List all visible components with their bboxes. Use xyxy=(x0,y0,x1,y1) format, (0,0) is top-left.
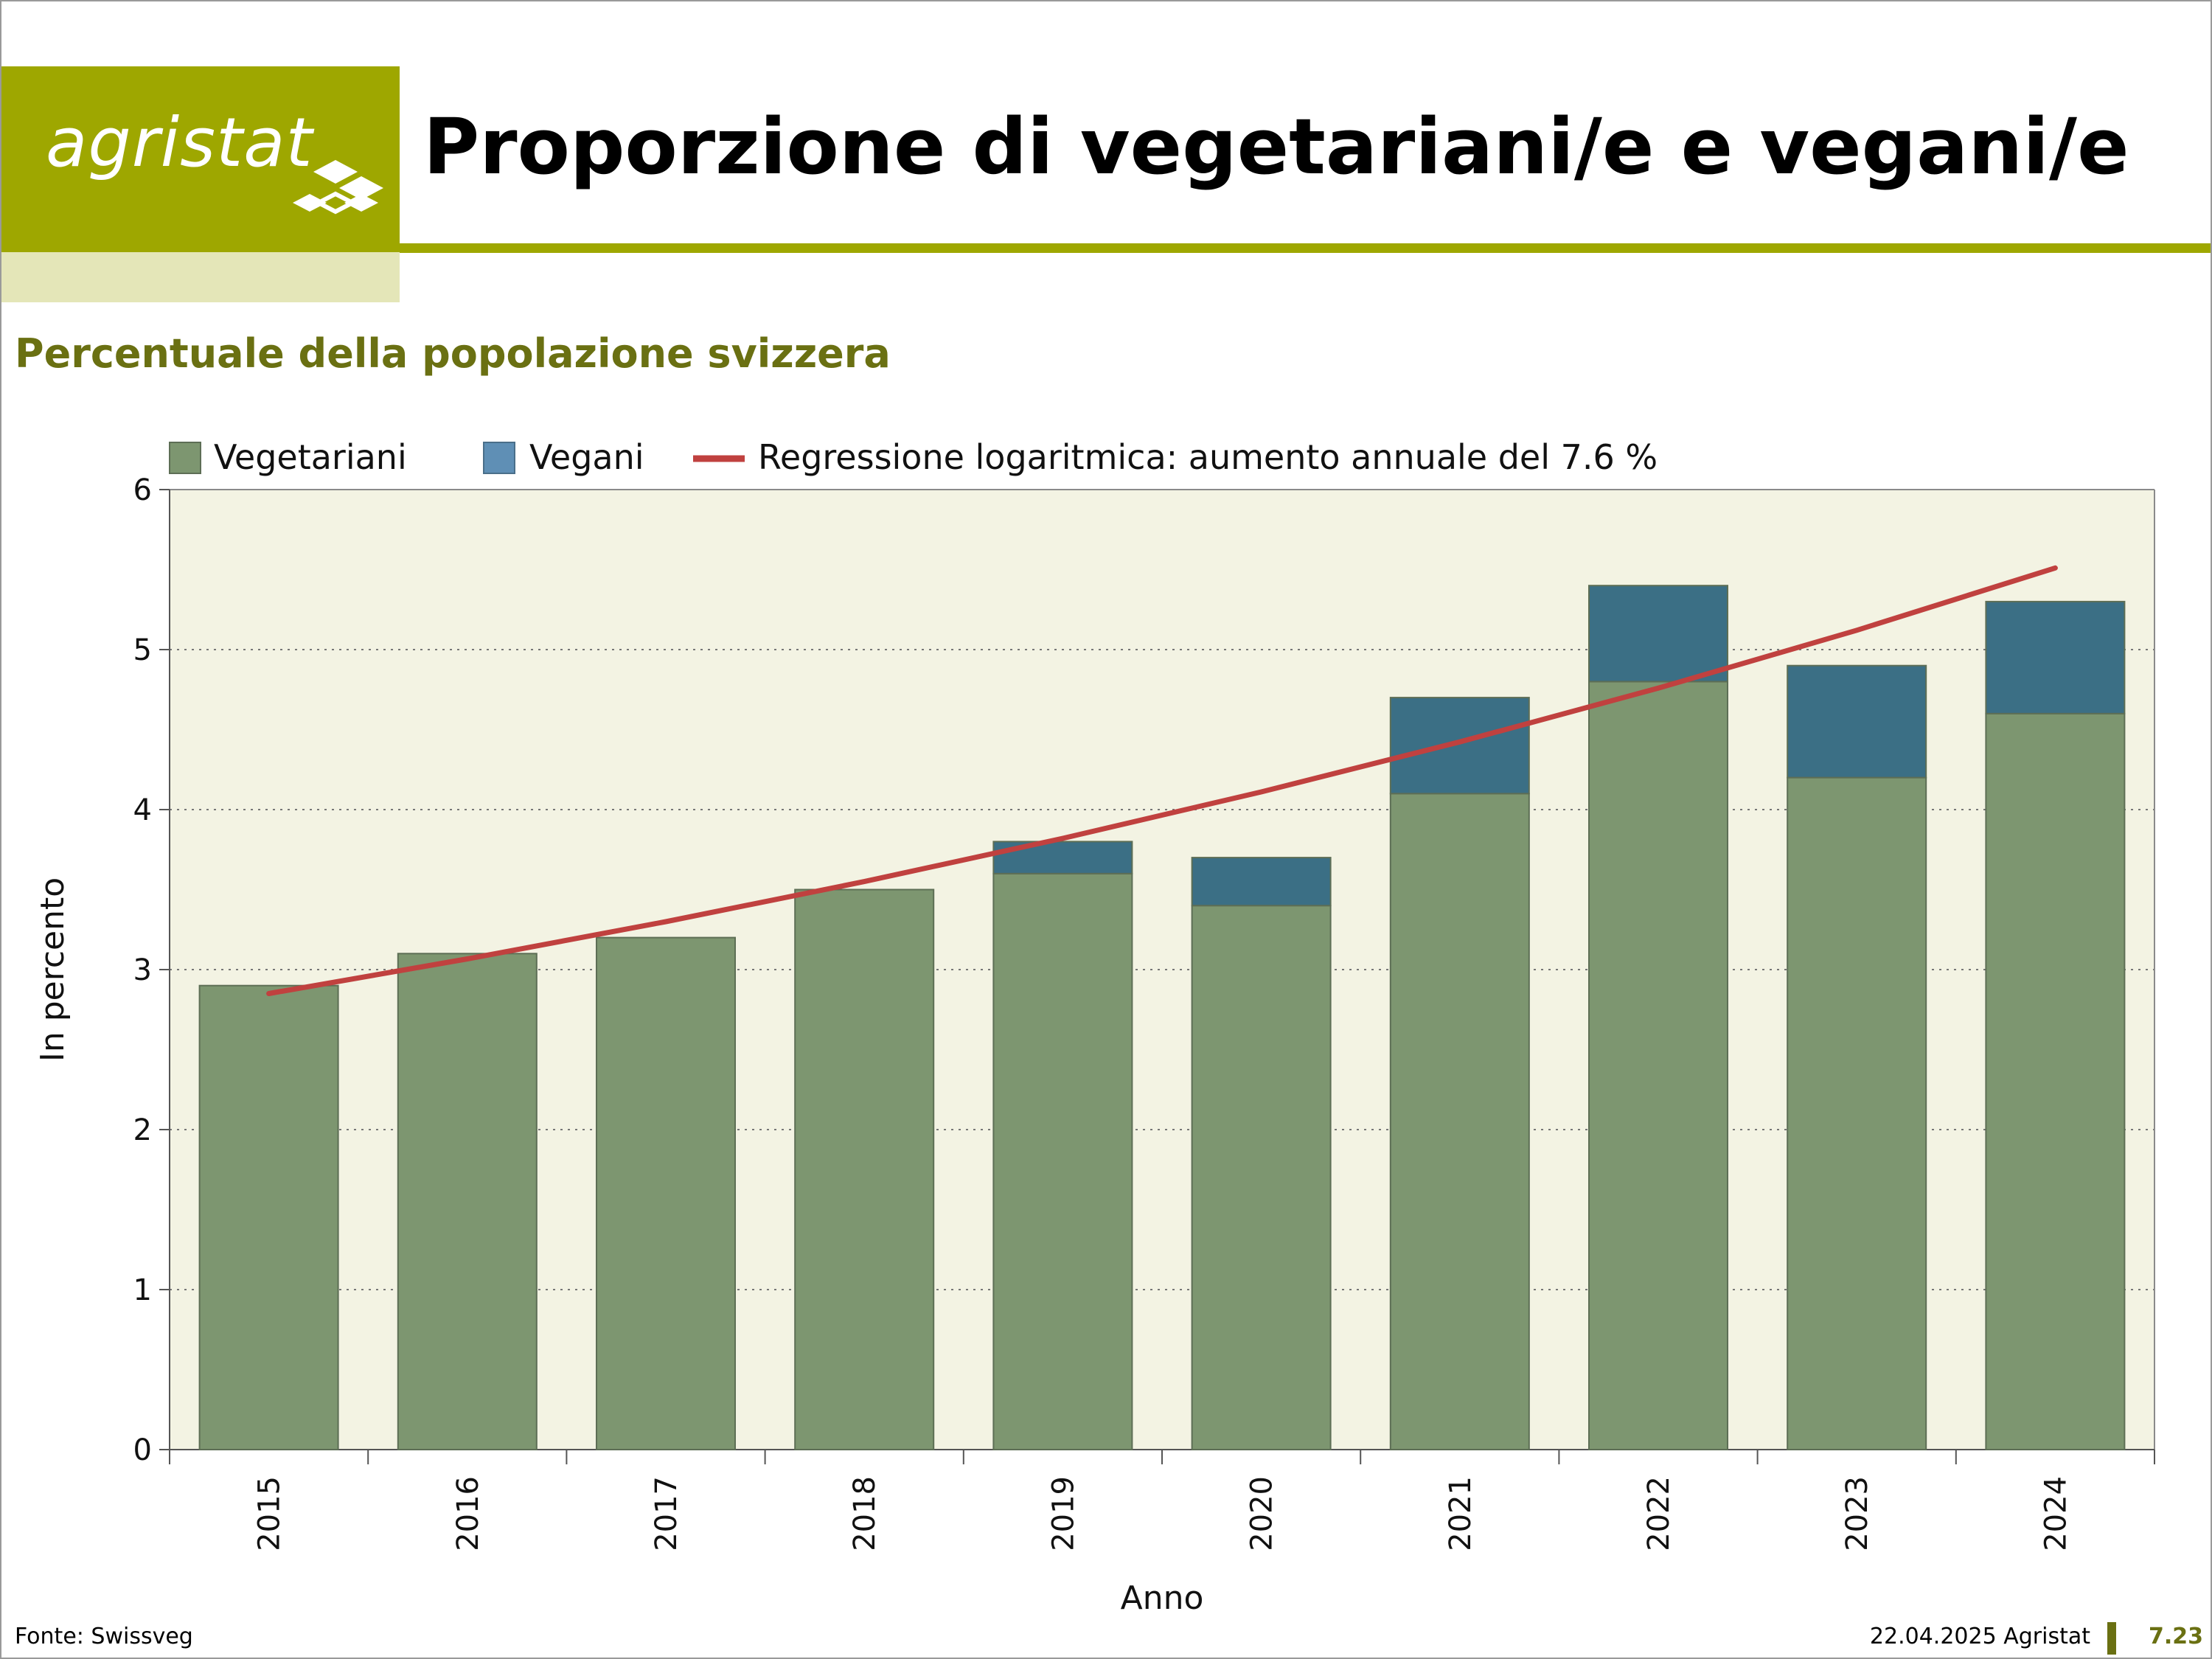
bar-vegani xyxy=(1389,697,1530,795)
x-tick-label: 2024 xyxy=(2039,1476,2073,1551)
page-title: Proporzione di vegetariani/e e vegani/e xyxy=(423,102,2129,192)
legend-label-regression: Regressione logaritmica: aumento annuale… xyxy=(758,437,1658,477)
regression-line xyxy=(266,565,2058,996)
x-tick-label: 2022 xyxy=(1642,1476,1676,1551)
x-tick-label: 2020 xyxy=(1245,1476,1279,1551)
logo-block xyxy=(1,66,400,252)
legend-swatch-vegani xyxy=(483,442,515,474)
x-tick-label: 2018 xyxy=(848,1476,882,1551)
bar-vegetariani xyxy=(1787,776,1927,1451)
bar-vegetariani xyxy=(198,984,339,1450)
page-number: 7.23 xyxy=(2149,1624,2204,1649)
bar-vegani xyxy=(1588,585,1728,683)
y-tick-label: 4 xyxy=(133,793,152,827)
logo-diamonds-icon xyxy=(293,160,383,215)
x-tick-label: 2019 xyxy=(1046,1476,1080,1551)
chart-subtitle: Percentuale della popolazione svizzera xyxy=(15,330,891,377)
y-tick-label: 0 xyxy=(133,1433,152,1467)
bar-vegetariani xyxy=(1588,681,1728,1450)
y-tick-label: 5 xyxy=(133,633,152,667)
y-axis-title: In percento xyxy=(34,877,72,1062)
x-tick-label: 2015 xyxy=(253,1476,287,1551)
bar-vegani xyxy=(1985,600,2126,714)
bar-vegetariani xyxy=(992,872,1133,1450)
date-note: 22.04.2025 Agristat xyxy=(1869,1624,2090,1649)
y-tick-label: 1 xyxy=(133,1273,152,1307)
bar-vegetariani xyxy=(1985,712,2126,1450)
logo-underlay xyxy=(1,252,400,302)
bar-chart: 0 1 2 3 4 5 6 2015 2016 2017 2018 2019 2020 2021 2022 2… xyxy=(34,437,2155,1617)
bar-vegetariani xyxy=(1389,793,1530,1450)
bar-vegetariani xyxy=(794,888,935,1450)
bar-vegani xyxy=(1787,664,1927,779)
bar-vegetariani xyxy=(397,953,538,1450)
bar-vegetariani xyxy=(596,936,736,1450)
title-rule xyxy=(400,243,2211,253)
legend-label-vegetariani: Vegetariani xyxy=(214,437,407,477)
legend-label-vegani: Vegani xyxy=(529,437,644,477)
y-tick-label: 2 xyxy=(133,1113,152,1147)
y-tick-label: 6 xyxy=(133,473,152,507)
legend-swatch-vegetariani xyxy=(169,442,201,474)
y-tick-label: 3 xyxy=(133,953,152,987)
bar-vegani xyxy=(1191,857,1332,907)
bar-vegetariani xyxy=(1191,905,1332,1450)
x-tick-label: 2016 xyxy=(451,1476,485,1551)
x-tick-label: 2023 xyxy=(1840,1476,1874,1551)
agristat-logo: agristat xyxy=(46,103,313,182)
x-tick-label: 2021 xyxy=(1444,1476,1478,1551)
footer-divider xyxy=(2107,1622,2116,1655)
x-tick-label: 2017 xyxy=(650,1476,684,1551)
source-note: Fonte: Swissveg xyxy=(15,1624,193,1649)
x-axis-title: Anno xyxy=(1121,1579,1204,1617)
